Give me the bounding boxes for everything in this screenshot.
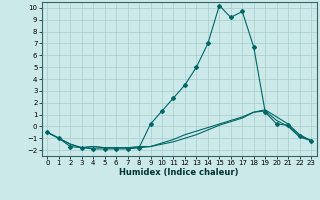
X-axis label: Humidex (Indice chaleur): Humidex (Indice chaleur) <box>119 168 239 177</box>
